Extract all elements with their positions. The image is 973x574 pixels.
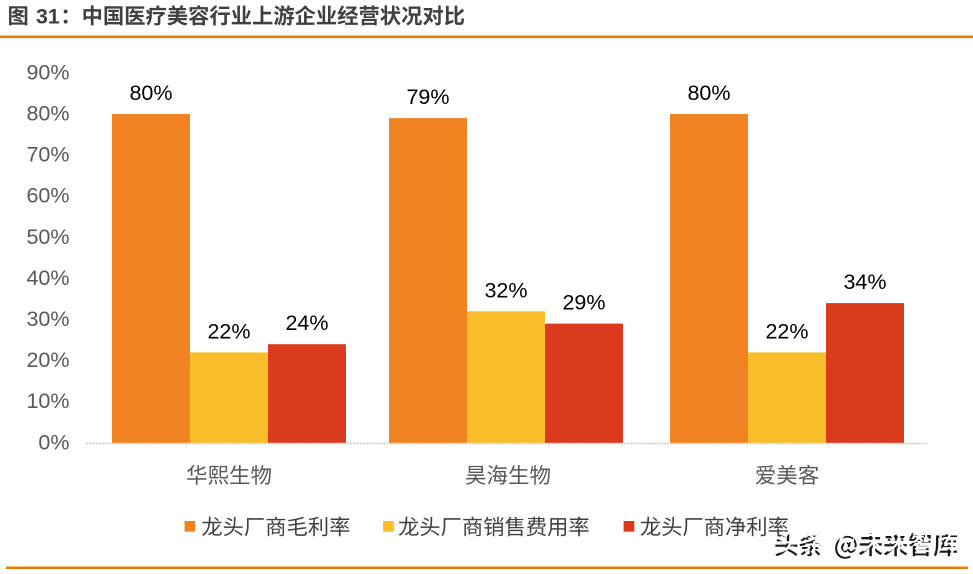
svg-text:80%: 80%: [26, 102, 69, 126]
svg-text:50%: 50%: [26, 225, 69, 249]
svg-text:60%: 60%: [26, 184, 69, 208]
svg-text:20%: 20%: [26, 348, 69, 372]
svg-text:40%: 40%: [26, 266, 69, 290]
svg-text:79%: 79%: [406, 85, 449, 109]
svg-text:70%: 70%: [26, 143, 69, 167]
svg-text:32%: 32%: [484, 278, 527, 302]
svg-text:22%: 22%: [765, 319, 808, 343]
svg-text:29%: 29%: [562, 291, 605, 315]
svg-text:80%: 80%: [129, 81, 172, 105]
svg-text:31: 31: [36, 5, 60, 29]
svg-text:80%: 80%: [687, 81, 730, 105]
svg-text:22%: 22%: [207, 319, 250, 343]
svg-text:10%: 10%: [26, 389, 69, 413]
svg-text:24%: 24%: [285, 311, 328, 335]
svg-text:90%: 90%: [26, 60, 69, 84]
svg-text:30%: 30%: [26, 307, 69, 331]
svg-text:34%: 34%: [843, 270, 886, 294]
svg-text:0%: 0%: [38, 430, 69, 454]
